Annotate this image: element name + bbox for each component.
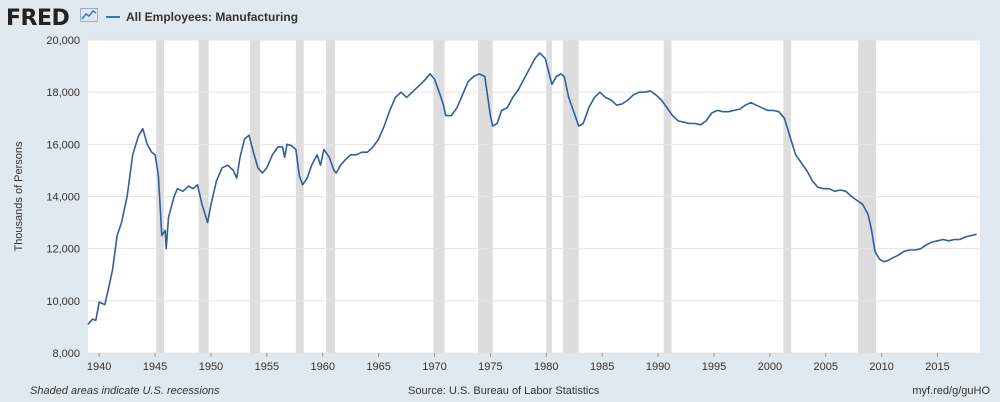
- x-tick-label: 1940: [87, 361, 111, 373]
- y-tick-label: 20,000: [46, 35, 80, 47]
- gridlines: [88, 39, 980, 354]
- x-tick-label: 1945: [143, 361, 167, 373]
- x-tick-label: 1995: [702, 361, 726, 373]
- series-layer: [87, 52, 977, 325]
- series-line: [87, 52, 977, 325]
- x-tick-label: 1965: [366, 361, 390, 373]
- y-axis-ticks: 8,000 10,000 12,000 14,000 16,000 18,000 20,00…: [46, 35, 80, 360]
- fred-logo-graph-icon: [80, 8, 98, 22]
- x-tick-label: 1985: [590, 361, 614, 373]
- x-tick-label: 2015: [925, 361, 949, 373]
- y-axis-label: Thousands of Persons: [13, 141, 25, 252]
- chart-header: FRED All Employees: Manufacturing: [0, 0, 1000, 36]
- x-tick-label: 1950: [199, 361, 223, 373]
- y-tick-label: 14,000: [46, 192, 80, 204]
- x-tick-label: 1970: [422, 361, 446, 373]
- x-tick-label: 2000: [758, 361, 782, 373]
- x-tick-label: 1975: [478, 361, 502, 373]
- x-tick-label: 2010: [869, 361, 893, 373]
- recession-note: Shaded areas indicate U.S. recessions: [30, 385, 220, 397]
- legend-swatch: [106, 16, 120, 18]
- fred-logo: FRED: [6, 6, 70, 31]
- source-note: Source: U.S. Bureau of Labor Statistics: [408, 385, 600, 397]
- y-tick-label: 18,000: [46, 87, 80, 99]
- x-tick-label: 1955: [255, 361, 279, 373]
- chart-legend[interactable]: All Employees: Manufacturing: [106, 10, 298, 24]
- x-axis-ticks: 1940 1945 1950 1955 1960 1965 1970 1975 1980 1985…: [87, 353, 950, 373]
- y-tick-label: 12,000: [46, 244, 80, 256]
- y-tick-label: 8,000: [52, 348, 80, 360]
- x-tick-label: 1960: [310, 361, 334, 373]
- short-link[interactable]: myf.red/g/guHO: [912, 385, 990, 397]
- legend-series-label: All Employees: Manufacturing: [126, 10, 299, 24]
- y-tick-label: 10,000: [46, 296, 80, 308]
- x-tick-label: 1980: [534, 361, 558, 373]
- x-tick-label: 1990: [646, 361, 670, 373]
- x-tick-label: 2005: [814, 361, 838, 373]
- y-tick-label: 16,000: [46, 139, 80, 151]
